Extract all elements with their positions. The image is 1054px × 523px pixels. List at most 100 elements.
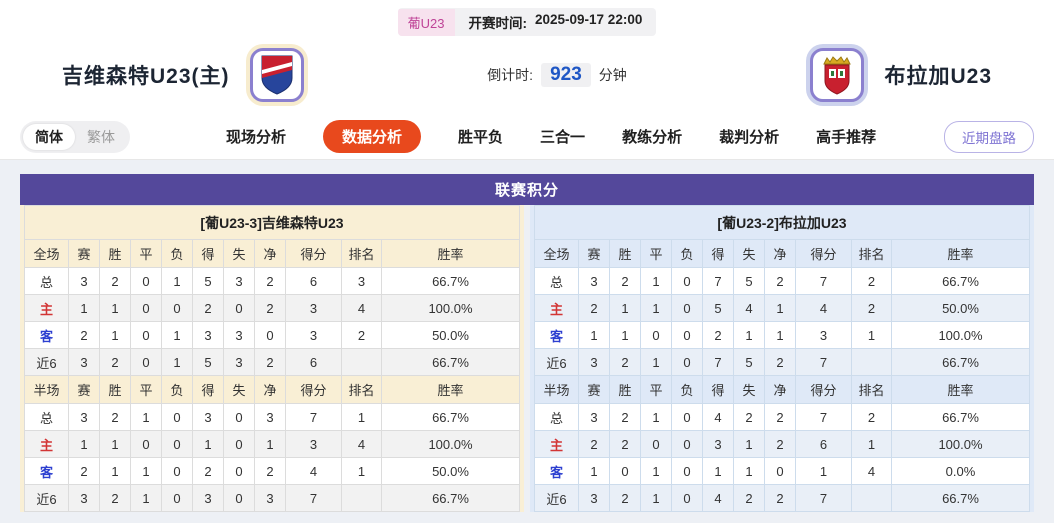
row-label: 客 (534, 457, 579, 485)
stat-cell: 2 (341, 321, 382, 349)
kickoff-time: 2025-09-17 22:00 (535, 12, 643, 27)
stat-cell: 1 (640, 457, 672, 485)
row-label: 近6 (24, 484, 69, 512)
stat-cell: 1 (640, 403, 672, 431)
stat-cell: 2 (68, 457, 100, 485)
row-label: 主 (24, 294, 69, 322)
column-header: 赛 (578, 375, 610, 404)
tab-coach-analysis[interactable]: 教练分析 (622, 129, 683, 146)
tab-referee-analysis[interactable]: 裁判分析 (719, 129, 780, 146)
column-header: 赛 (68, 239, 100, 268)
recent-trend-button[interactable]: 近期盘路 (944, 120, 1034, 153)
stat-cell: 2 (764, 267, 796, 295)
stat-cell: 0 (764, 457, 796, 485)
stat-cell: 2 (192, 294, 224, 322)
stat-cell: 3 (68, 484, 100, 512)
stat-cell: 4 (702, 403, 734, 431)
stat-cell: 2 (99, 484, 131, 512)
away-team-crest-icon (810, 48, 865, 102)
column-header: 胜 (99, 375, 131, 404)
away-league-panel: [葡U23-2]布拉加U23 全场赛胜平负得失净得分 排名 胜率总 3 2 1 0 7 5 2 7 2 6… (530, 205, 1034, 512)
stat-cell: 7 (795, 484, 852, 512)
stat-cell: 1 (733, 457, 765, 485)
stat-cell: 4 (341, 294, 382, 322)
kickoff-strip: 葡U23 开赛时间: 2025-09-17 22:00 (397, 8, 657, 36)
column-header: 半场 (534, 375, 579, 404)
stat-cell: 0 (223, 484, 255, 512)
stat-cell: 50.0% (381, 321, 520, 349)
column-header: 胜 (609, 375, 641, 404)
stat-cell: 3 (223, 321, 255, 349)
tab-live-analysis[interactable]: 现场分析 (226, 129, 287, 146)
stat-cell: 0 (671, 348, 703, 376)
stat-cell: 0 (223, 294, 255, 322)
stat-cell: 0 (609, 457, 641, 485)
stat-cell: 4 (851, 457, 892, 485)
tab-data-analysis[interactable]: 数据分析 (323, 120, 422, 153)
stat-cell: 3 (341, 267, 382, 295)
row-label: 客 (24, 457, 69, 485)
row-label: 近6 (534, 484, 579, 512)
column-header: 得分 (285, 239, 342, 268)
stat-cell: 7 (795, 403, 852, 431)
column-header: 得 (192, 375, 224, 404)
stat-cell: 0 (161, 457, 193, 485)
stat-cell: 2 (99, 403, 131, 431)
league-table-home: [葡U23-3]吉维森特U23 全场赛胜平负得失净得分 排名 胜率总 3 2 0 1 5 3 2 6 3… (24, 205, 520, 512)
row-label: 总 (24, 267, 69, 295)
tab-expert-picks[interactable]: 高手推荐 (816, 129, 877, 146)
stat-cell: 4 (733, 294, 765, 322)
stat-cell: 6 (285, 267, 342, 295)
stat-cell: 4 (341, 430, 382, 458)
stat-cell: 6 (285, 348, 342, 376)
stat-cell: 0 (671, 457, 703, 485)
column-header: 负 (161, 239, 193, 268)
table-row-away: 客 2 1 0 1 3 3 0 3 2 50.0% (24, 321, 520, 349)
stat-cell: 2 (254, 267, 286, 295)
stat-cell: 0 (640, 430, 672, 458)
stat-cell: 1 (161, 348, 193, 376)
stat-cell: 0 (223, 457, 255, 485)
stat-cell: 2 (609, 484, 641, 512)
stat-cell: 1 (99, 294, 131, 322)
stat-cell: 3 (702, 430, 734, 458)
countdown: 倒计时: 923 分钟 (304, 63, 811, 87)
table-row-recent: 近6 3 2 1 0 7 5 2 7 66.7% (534, 348, 1030, 376)
stat-cell: 1 (764, 321, 796, 349)
stat-cell: 0 (130, 267, 162, 295)
full-columns-header: 全场赛胜平负得失净得分 排名 胜率 (24, 239, 520, 268)
lang-simplified[interactable]: 简体 (23, 123, 75, 150)
stat-cell: 1 (851, 321, 892, 349)
stat-cell: 3 (285, 294, 342, 322)
stat-cell: 3 (192, 321, 224, 349)
row-label: 近6 (24, 348, 69, 376)
league-badge: 葡U23 (397, 8, 455, 36)
column-header: 负 (671, 375, 703, 404)
stat-cell: 2 (609, 267, 641, 295)
column-header: 净 (764, 239, 796, 268)
analysis-nav: 简体 繁体 现场分析 数据分析 胜平负 三合一 教练分析 裁判分析 高手推荐 近… (0, 114, 1054, 160)
column-header: 全场 (24, 239, 69, 268)
table-row-recent: 近6 3 2 0 1 5 3 2 6 66.7% (24, 348, 520, 376)
stat-cell: 1 (68, 294, 100, 322)
countdown-label: 倒计时: (487, 67, 534, 83)
stat-cell: 1 (795, 457, 852, 485)
stat-cell: 4 (702, 484, 734, 512)
stat-cell: 0 (161, 294, 193, 322)
tab-three-in-one[interactable]: 三合一 (540, 129, 586, 146)
stat-cell: 100.0% (381, 294, 520, 322)
stat-cell: 1 (609, 321, 641, 349)
stat-cell: 7 (795, 348, 852, 376)
stat-cell: 1 (161, 267, 193, 295)
match-header: 葡U23 开赛时间: 2025-09-17 22:00 吉维森特U23(主) 倒… (0, 0, 1054, 114)
stat-cell: 0 (671, 403, 703, 431)
lang-traditional[interactable]: 繁体 (87, 128, 115, 145)
stat-cell: 2 (764, 484, 796, 512)
stat-cell (851, 348, 892, 376)
stat-cell: 100.0% (891, 321, 1030, 349)
tab-win-draw-loss[interactable]: 胜平负 (458, 129, 504, 146)
team-header-row: [葡U23-2]布拉加U23 (534, 205, 1030, 240)
table-row-recent: 近6 3 2 1 0 4 2 2 7 66.7% (534, 484, 1030, 512)
stat-cell: 2 (733, 403, 765, 431)
stat-cell: 3 (223, 267, 255, 295)
